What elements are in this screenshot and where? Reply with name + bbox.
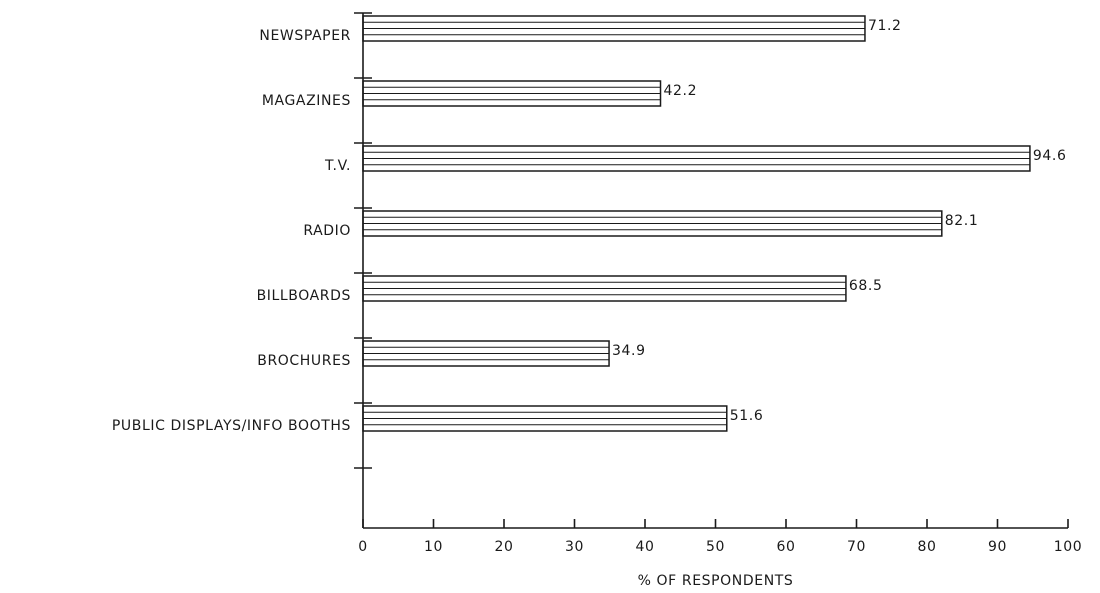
bar [362, 340, 610, 367]
value-label: 82.1 [945, 213, 979, 229]
x-axis [362, 519, 1069, 529]
category-label: RADIO [303, 223, 351, 239]
bar [362, 405, 728, 432]
category-label: NEWSPAPER [259, 28, 351, 44]
x-tick-label: 30 [565, 539, 584, 555]
category-label: MAGAZINES [262, 93, 351, 109]
value-label: 71.2 [868, 18, 902, 34]
x-axis-title: % OF RESPONDENTS [638, 573, 794, 589]
value-label: 51.6 [730, 408, 764, 424]
x-tick-label: 20 [494, 539, 513, 555]
category-label: PUBLIC DISPLAYS/INFO BOOTHS [112, 418, 351, 434]
x-tick-label: 40 [635, 539, 654, 555]
x-tick-labels: 0 10 20 30 40 50 60 70 80 90 100 [358, 539, 1083, 555]
x-tick-label: 50 [706, 539, 725, 555]
category-label: BROCHURES [257, 353, 351, 369]
x-tick-label: 80 [917, 539, 936, 555]
category-label: T.V. [324, 158, 351, 174]
x-tick-label: 100 [1054, 539, 1083, 555]
x-tick-label: 0 [358, 539, 368, 555]
bar [362, 210, 943, 237]
y-axis [354, 12, 372, 528]
bar [362, 15, 866, 42]
category-labels: NEWSPAPER MAGAZINES T.V. RADIO BILLBOARDS BRO… [112, 28, 351, 434]
value-label: 68.5 [849, 278, 883, 294]
bar [362, 275, 847, 302]
value-label: 94.6 [1033, 148, 1067, 164]
x-tick-label: 10 [424, 539, 443, 555]
x-tick-label: 90 [988, 539, 1007, 555]
x-tick-label: 70 [847, 539, 866, 555]
bar [362, 145, 1031, 172]
bars-layer [362, 15, 1031, 432]
x-tick-label: 60 [776, 539, 795, 555]
bar [362, 80, 662, 107]
category-label: BILLBOARDS [257, 288, 351, 304]
value-label: 34.9 [612, 343, 646, 359]
value-label: 42.2 [664, 83, 698, 99]
value-labels: 71.2 42.2 94.6 82.1 68.5 34.9 51.6 [612, 18, 1066, 424]
